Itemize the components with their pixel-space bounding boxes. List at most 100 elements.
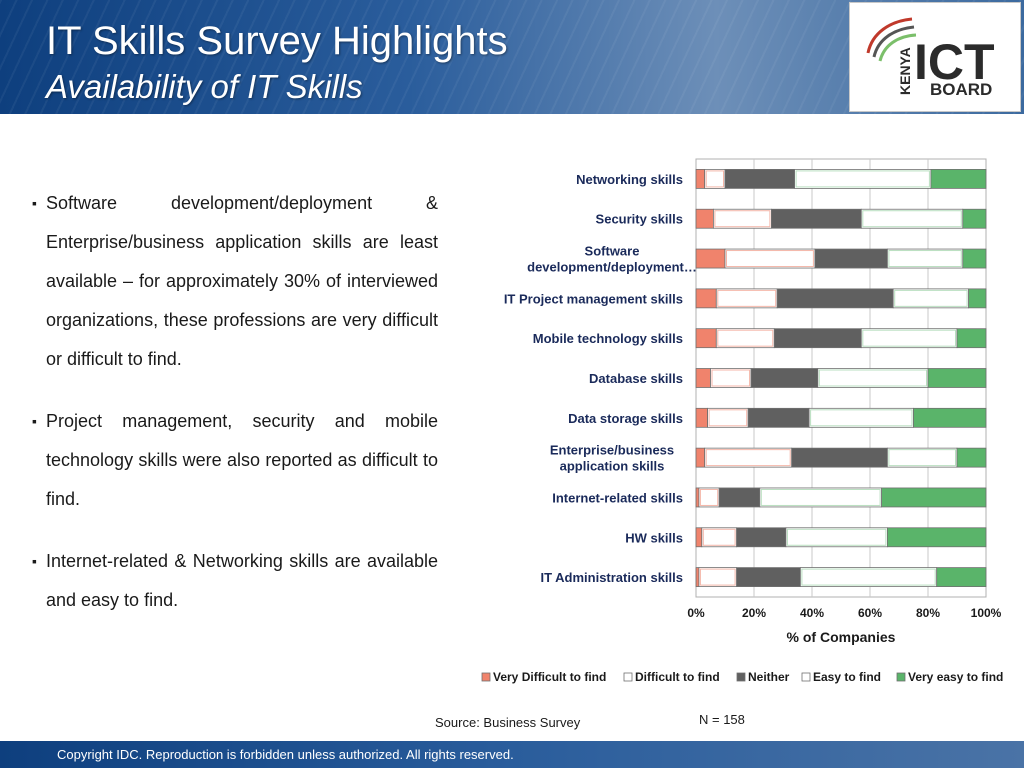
logo-arc-icon	[878, 33, 917, 62]
x-tick-label: 20%	[742, 606, 766, 620]
source-note: Source: Business Survey	[435, 715, 581, 730]
bar-segment	[695, 567, 700, 587]
bar-segment-highlight	[705, 170, 725, 188]
copyright-text: Copyright IDC. Reproduction is forbidden…	[57, 747, 514, 762]
bar-segment	[715, 288, 778, 309]
bar-segment	[860, 208, 964, 229]
category-label: Internet-related skills	[552, 490, 683, 505]
slide-footer: Copyright IDC. Reproduction is forbidden…	[0, 741, 1024, 768]
bar-segment	[698, 487, 720, 508]
x-tick-label: 60%	[858, 606, 882, 620]
bar-segment	[695, 407, 709, 428]
legend-label: Very Difficult to find	[493, 670, 606, 684]
legend-swatch	[896, 672, 906, 682]
slide-subtitle: Availability of IT Skills	[46, 68, 363, 105]
bar-segment	[695, 248, 726, 269]
bar-segment	[704, 169, 726, 189]
bar-segment	[881, 487, 987, 508]
bar-segment	[695, 208, 714, 229]
bar-segment-highlight	[810, 409, 913, 427]
bar-segment	[887, 447, 958, 468]
bar-segment	[695, 447, 706, 468]
legend-swatch	[481, 672, 491, 682]
bar-segment-highlight	[717, 289, 777, 307]
bar-segment-highlight	[705, 449, 791, 467]
bullet-item: Internet-related & Networking skills are…	[32, 542, 438, 620]
x-tick-label: 80%	[916, 606, 940, 620]
bar-segment	[817, 368, 929, 388]
bar-segment	[695, 487, 700, 508]
bullet-item: Software development/deployment & Enterp…	[32, 184, 438, 379]
bar-segment	[695, 288, 717, 309]
legend-swatch	[801, 672, 811, 682]
category-label: Database skills	[589, 371, 683, 386]
bar-segment	[698, 567, 738, 587]
legend-label: Neither	[748, 670, 790, 684]
bar-segment	[695, 527, 703, 548]
bar-segment	[913, 407, 987, 428]
bar-segment-highlight	[760, 488, 881, 506]
legend-label: Easy to find	[813, 670, 881, 684]
bar-segment-highlight	[711, 369, 751, 387]
bar-segment	[747, 407, 810, 428]
bar-segment	[785, 527, 888, 548]
bullet-item: Project management, security and mobile …	[32, 402, 438, 519]
bar-segment	[704, 447, 793, 468]
bar-segment	[791, 447, 888, 468]
bar-segment	[715, 328, 775, 349]
bar-segment-highlight	[801, 568, 936, 586]
bar-segment	[718, 487, 761, 508]
bar-segment-highlight	[818, 369, 927, 387]
logo-top-text: ICT	[914, 34, 995, 90]
category-label: IT Project management skills	[504, 291, 683, 306]
category-label: HW skills	[625, 530, 683, 545]
bar-segment	[736, 527, 787, 548]
bar-segment	[808, 407, 914, 428]
bar-segment	[771, 208, 862, 229]
legend-swatch	[623, 672, 633, 682]
category-label: Data storage skills	[568, 411, 683, 426]
legend-swatch	[736, 672, 746, 682]
bar-segment-highlight	[702, 528, 736, 546]
legend-label: Difficult to find	[635, 670, 720, 684]
bar-segment-highlight	[894, 289, 968, 307]
x-tick-label: 100%	[971, 606, 1002, 620]
bar-segment	[750, 368, 819, 388]
bar-segment	[794, 169, 932, 189]
category-label: Networking skills	[576, 172, 683, 187]
bar-segment	[962, 248, 987, 269]
bar-segment-highlight	[862, 210, 962, 228]
bar-segment-highlight	[795, 170, 930, 188]
bar-segment	[860, 328, 958, 349]
bar-segment	[707, 407, 749, 428]
legend-label: Very easy to find	[908, 670, 1003, 684]
category-label: IT Administration skills	[540, 570, 683, 585]
x-tick-label: 40%	[800, 606, 824, 620]
bar-segment	[713, 208, 772, 229]
bar-segment-highlight	[888, 449, 957, 467]
bar-segment	[776, 288, 894, 309]
bar-segment	[695, 169, 706, 189]
bar-segment	[956, 447, 987, 468]
category-label: Enterprise/business application skills	[550, 443, 674, 474]
bar-segment	[724, 169, 795, 189]
bar-segment	[814, 248, 888, 269]
bar-segment-highlight	[726, 250, 814, 268]
bar-segment-highlight	[786, 528, 887, 546]
bar-segment	[956, 328, 987, 349]
bar-segment-highlight	[699, 568, 736, 586]
bar-segment-highlight	[708, 409, 748, 427]
bar-segment-highlight	[714, 210, 771, 228]
logo-bottom-text: BOARD	[930, 80, 992, 99]
slide-title: IT Skills Survey Highlights	[46, 19, 508, 63]
x-tick-label: 0%	[687, 606, 705, 620]
logo-arc-icon	[872, 25, 915, 58]
bar-segment	[927, 368, 987, 388]
bar-segment	[701, 527, 737, 548]
logo-side-text: KENYA	[897, 47, 913, 95]
bar-segment	[968, 288, 987, 309]
bar-segment	[695, 328, 717, 349]
bar-segment	[736, 567, 801, 587]
bar-segment	[887, 527, 987, 548]
bar-segment	[759, 487, 882, 508]
